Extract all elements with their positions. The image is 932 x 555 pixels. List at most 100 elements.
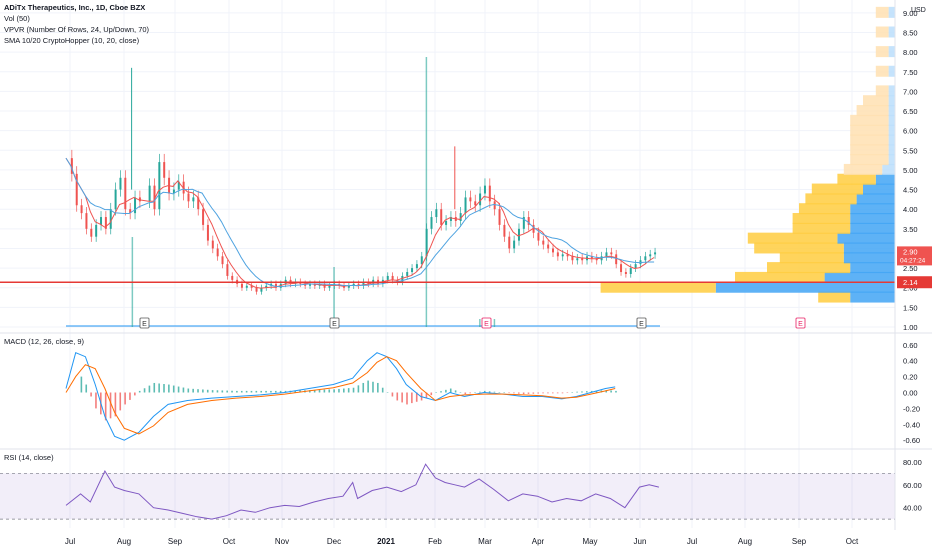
- earnings-marker-label: E: [639, 321, 644, 328]
- candle-body: [343, 285, 346, 288]
- price-tick-label: 8.50: [903, 28, 918, 37]
- vpvr-down-bar: [888, 154, 895, 166]
- candle-body: [435, 209, 438, 218]
- earnings-marker-label: E: [142, 321, 147, 328]
- macd-histogram-bar: [338, 388, 340, 393]
- macd-histogram-bar: [333, 389, 335, 393]
- macd-histogram-bar: [415, 392, 418, 402]
- x-tick-label: Sep: [792, 537, 807, 546]
- candle-body: [347, 285, 350, 288]
- macd-histogram-bar: [343, 388, 345, 393]
- macd-histogram-bar: [464, 392, 467, 395]
- macd-histogram-bar: [211, 390, 214, 393]
- support-price-label: 2.14: [903, 278, 918, 287]
- x-tick-label: Oct: [846, 537, 859, 546]
- candle-body: [134, 197, 137, 214]
- earnings-marker: [795, 317, 806, 329]
- earnings-marker: [139, 317, 150, 329]
- candle-body: [508, 236, 511, 249]
- macd-histogram-bar: [158, 383, 160, 393]
- volume-bar: [333, 267, 335, 327]
- price-tick-label: 7.00: [903, 87, 918, 96]
- earnings-marker-label: E: [798, 321, 803, 328]
- rsi-tick-label: 40.00: [903, 504, 922, 513]
- macd-histogram-bar: [90, 392, 92, 397]
- macd-histogram-bar: [547, 392, 549, 394]
- candle-body: [396, 279, 399, 282]
- vpvr-down-bar: [850, 291, 895, 303]
- currency-label: USD: [911, 7, 926, 14]
- candle-body: [595, 258, 598, 261]
- vpvr-down-bar: [824, 271, 895, 283]
- candle-body: [391, 275, 394, 280]
- macd-histogram-bar: [430, 392, 433, 396]
- macd-histogram-bar: [352, 387, 355, 393]
- candle-body: [479, 193, 482, 206]
- macd-histogram-bar: [357, 385, 360, 393]
- macd-histogram-bar: [483, 390, 486, 393]
- candle-body: [449, 217, 452, 221]
- macd-histogram-bar: [313, 389, 316, 393]
- macd-histogram-bar: [299, 390, 301, 393]
- volume-bar: [479, 319, 481, 327]
- candle-body: [231, 275, 234, 280]
- vpvr-down-bar: [888, 134, 895, 146]
- candle-body: [415, 264, 418, 269]
- vpvr-down-bar: [863, 183, 895, 195]
- macd-histogram-bar: [425, 392, 428, 398]
- macd-histogram-bar: [138, 390, 141, 393]
- candle-body: [119, 177, 122, 190]
- candle-body: [260, 287, 263, 292]
- candle-body: [566, 254, 569, 257]
- vpvr-down-bar: [888, 26, 895, 38]
- vpvr-down-bar: [837, 232, 895, 244]
- x-tick-label: Feb: [428, 537, 442, 546]
- vpvr-down-bar: [888, 46, 895, 58]
- candle-body: [440, 209, 443, 225]
- vpvr-up-bar: [863, 95, 889, 107]
- candle-body: [85, 213, 88, 229]
- macd-histogram-bar: [503, 392, 505, 393]
- macd-line: [65, 352, 616, 441]
- candle-body: [445, 220, 448, 225]
- price-tick-label: 9.00: [903, 9, 918, 18]
- candle-body: [474, 201, 477, 206]
- price-title: ADiTx Therapeutics, Inc., 1D, Cboe BZX: [4, 3, 146, 12]
- macd-histogram-bar: [172, 385, 175, 393]
- earnings-marker-label: E: [332, 321, 337, 328]
- price-tick-label: 8.00: [903, 48, 918, 57]
- rsi-legend: RSI (14, close): [4, 452, 54, 463]
- candle-body: [109, 209, 112, 229]
- macd-histogram-bar: [240, 390, 243, 393]
- macd-histogram-bar: [561, 392, 564, 394]
- macd-tick-label: 0.00: [903, 389, 918, 398]
- candle-body: [581, 258, 584, 261]
- candle-body: [629, 268, 632, 274]
- last-price-label: 2.90: [903, 247, 918, 256]
- macd-tick-label: -0.20: [903, 404, 920, 413]
- macd-histogram-bar: [406, 392, 408, 405]
- indicator-vol: Vol (50): [4, 14, 30, 23]
- candle-body: [469, 197, 472, 202]
- candle-body: [216, 248, 219, 257]
- volume-bar: [425, 57, 428, 327]
- macd-histogram-bar: [80, 376, 83, 393]
- vpvr-down-bar: [850, 222, 895, 234]
- vpvr-up-bar: [747, 232, 838, 244]
- candle-body: [556, 252, 559, 257]
- macd-histogram-bar: [265, 390, 267, 393]
- macd-histogram-bar: [362, 382, 365, 393]
- candle-body: [172, 189, 175, 194]
- macd-histogram-bar: [134, 392, 136, 396]
- candle-body: [124, 177, 127, 210]
- x-tick-label: May: [582, 537, 597, 546]
- candle-body: [362, 281, 365, 286]
- candle-body: [114, 189, 117, 210]
- macd-histogram-bar: [270, 390, 272, 393]
- vpvr-up-bar: [600, 281, 716, 293]
- price-tick-label: 6.00: [903, 127, 918, 136]
- candle-body: [401, 275, 404, 282]
- candle-body: [517, 228, 520, 241]
